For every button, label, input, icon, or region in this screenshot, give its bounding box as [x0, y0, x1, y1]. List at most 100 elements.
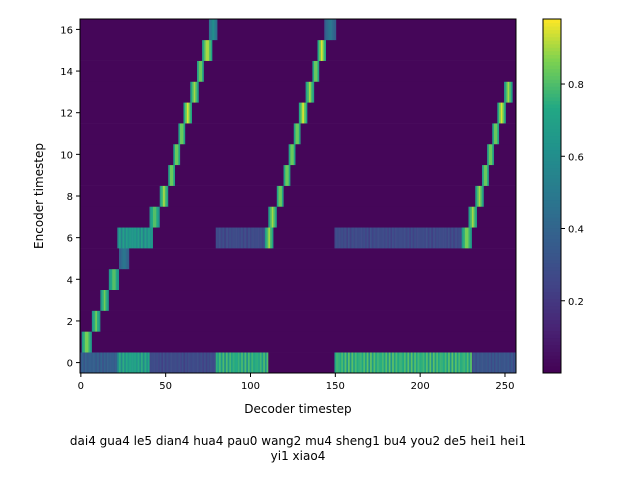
heatmap-cell	[105, 352, 108, 374]
x-axis-label: Decoder timestep	[244, 402, 351, 416]
y-tick-label: 10	[60, 150, 73, 161]
heatmap-cell	[125, 352, 128, 374]
heatmap-cell	[132, 227, 135, 249]
heatmap-cell	[232, 352, 235, 374]
heatmap-cell	[102, 289, 105, 311]
heatmap-cell	[80, 310, 93, 332]
y-tick-label: 0	[67, 359, 73, 370]
heatmap-cell	[191, 81, 194, 103]
heatmap-cell	[193, 352, 196, 374]
heatmap-cell	[195, 352, 198, 374]
y-tick-label: 2	[67, 317, 73, 328]
heatmap-cell	[183, 123, 186, 145]
heatmap-cell	[119, 227, 122, 249]
heatmap-cell	[319, 39, 322, 61]
heatmap-cell	[227, 352, 230, 374]
heatmap-cell	[149, 206, 152, 228]
heatmap-cell	[180, 352, 183, 374]
heatmap-cell	[80, 331, 82, 353]
heatmap-cell	[237, 227, 240, 249]
heatmap-cell	[152, 227, 217, 249]
heatmap-cell	[387, 352, 390, 374]
heatmap-cell	[86, 352, 89, 374]
heatmap-cell	[220, 227, 223, 249]
colorbar-segment	[543, 139, 561, 144]
heatmap-cell	[432, 352, 435, 374]
heatmap-cell	[329, 19, 332, 41]
heatmap-cell	[359, 227, 362, 249]
heatmap-cell	[112, 268, 116, 291]
heatmap-cell	[476, 185, 479, 207]
colorbar-segment	[543, 291, 561, 296]
heatmap-cell	[356, 227, 359, 249]
heatmap-cell	[212, 39, 318, 61]
colorbar-segment	[543, 107, 561, 112]
y-axis-ticks: 0 2 4 6 8 10 12 14 16	[60, 25, 80, 370]
heatmap-cell	[234, 352, 237, 374]
heatmap-cell	[100, 289, 103, 311]
colorbar-segment	[543, 337, 561, 342]
heatmap-cell	[178, 143, 181, 166]
heatmap-cell	[392, 227, 395, 249]
heatmap-cell	[127, 227, 130, 249]
heatmap-cell	[163, 352, 166, 374]
heatmap-cell	[380, 227, 383, 249]
colorbar-segment	[543, 316, 561, 321]
heatmap-cell	[129, 227, 132, 249]
heatmap-cell	[217, 352, 220, 374]
heatmap-cell	[505, 352, 508, 374]
heatmap-cell	[219, 227, 222, 249]
heatmap-cell	[354, 352, 357, 374]
colorbar-segment	[543, 326, 561, 332]
heatmap-cell	[309, 81, 312, 103]
heatmap-cell	[163, 185, 166, 207]
colorbar-segment	[543, 220, 561, 225]
heatmap-cell	[370, 352, 373, 374]
heatmap-cell	[181, 352, 184, 374]
heatmap-cell	[493, 123, 498, 145]
y-tick-label: 8	[67, 192, 73, 203]
heatmap-cell	[107, 289, 110, 311]
heatmap-cell	[256, 352, 259, 374]
x-tick-label: 0	[78, 381, 84, 392]
heatmap-cell	[96, 310, 99, 332]
heatmap-cell	[368, 352, 371, 374]
heatmap-cell	[222, 227, 225, 249]
heatmap-cell	[482, 352, 485, 374]
heatmap-cell	[186, 352, 189, 374]
heatmap-cell	[431, 352, 434, 374]
heatmap-cell	[439, 352, 442, 374]
heatmap-cell	[249, 227, 252, 249]
heatmap-cell	[90, 352, 93, 374]
heatmap-cell	[336, 19, 517, 41]
colorbar-segment	[543, 167, 561, 172]
heatmap-cell	[203, 60, 313, 82]
heatmap-cell	[185, 352, 188, 374]
heatmap-cell	[427, 352, 430, 374]
heatmap-cell	[188, 352, 191, 374]
heatmap-cell	[376, 352, 379, 374]
heatmap-cell	[344, 352, 347, 374]
heatmap-cell	[458, 352, 461, 374]
heatmap-cell	[258, 227, 261, 249]
heatmap-cell	[253, 227, 256, 249]
heatmap-cell	[161, 185, 164, 207]
heatmap-cell	[463, 227, 466, 249]
heatmap-cell	[215, 352, 218, 374]
heatmap-cell	[293, 143, 296, 166]
heatmap-cell	[83, 352, 86, 374]
colorbar-segment	[543, 302, 561, 307]
heatmap-cell	[190, 352, 193, 374]
heatmap-cell	[147, 352, 150, 374]
heatmap-cell	[239, 352, 242, 374]
heatmap-cell	[164, 185, 167, 207]
heatmap-cell	[439, 227, 442, 249]
heatmap-cell	[258, 352, 261, 374]
colorbar-frame	[542, 18, 562, 374]
heatmap-cell	[460, 352, 463, 374]
heatmap-cell	[449, 352, 452, 374]
colorbar-segment	[543, 319, 561, 324]
heatmap-cell	[164, 352, 167, 374]
heatmap-cell	[232, 227, 235, 249]
